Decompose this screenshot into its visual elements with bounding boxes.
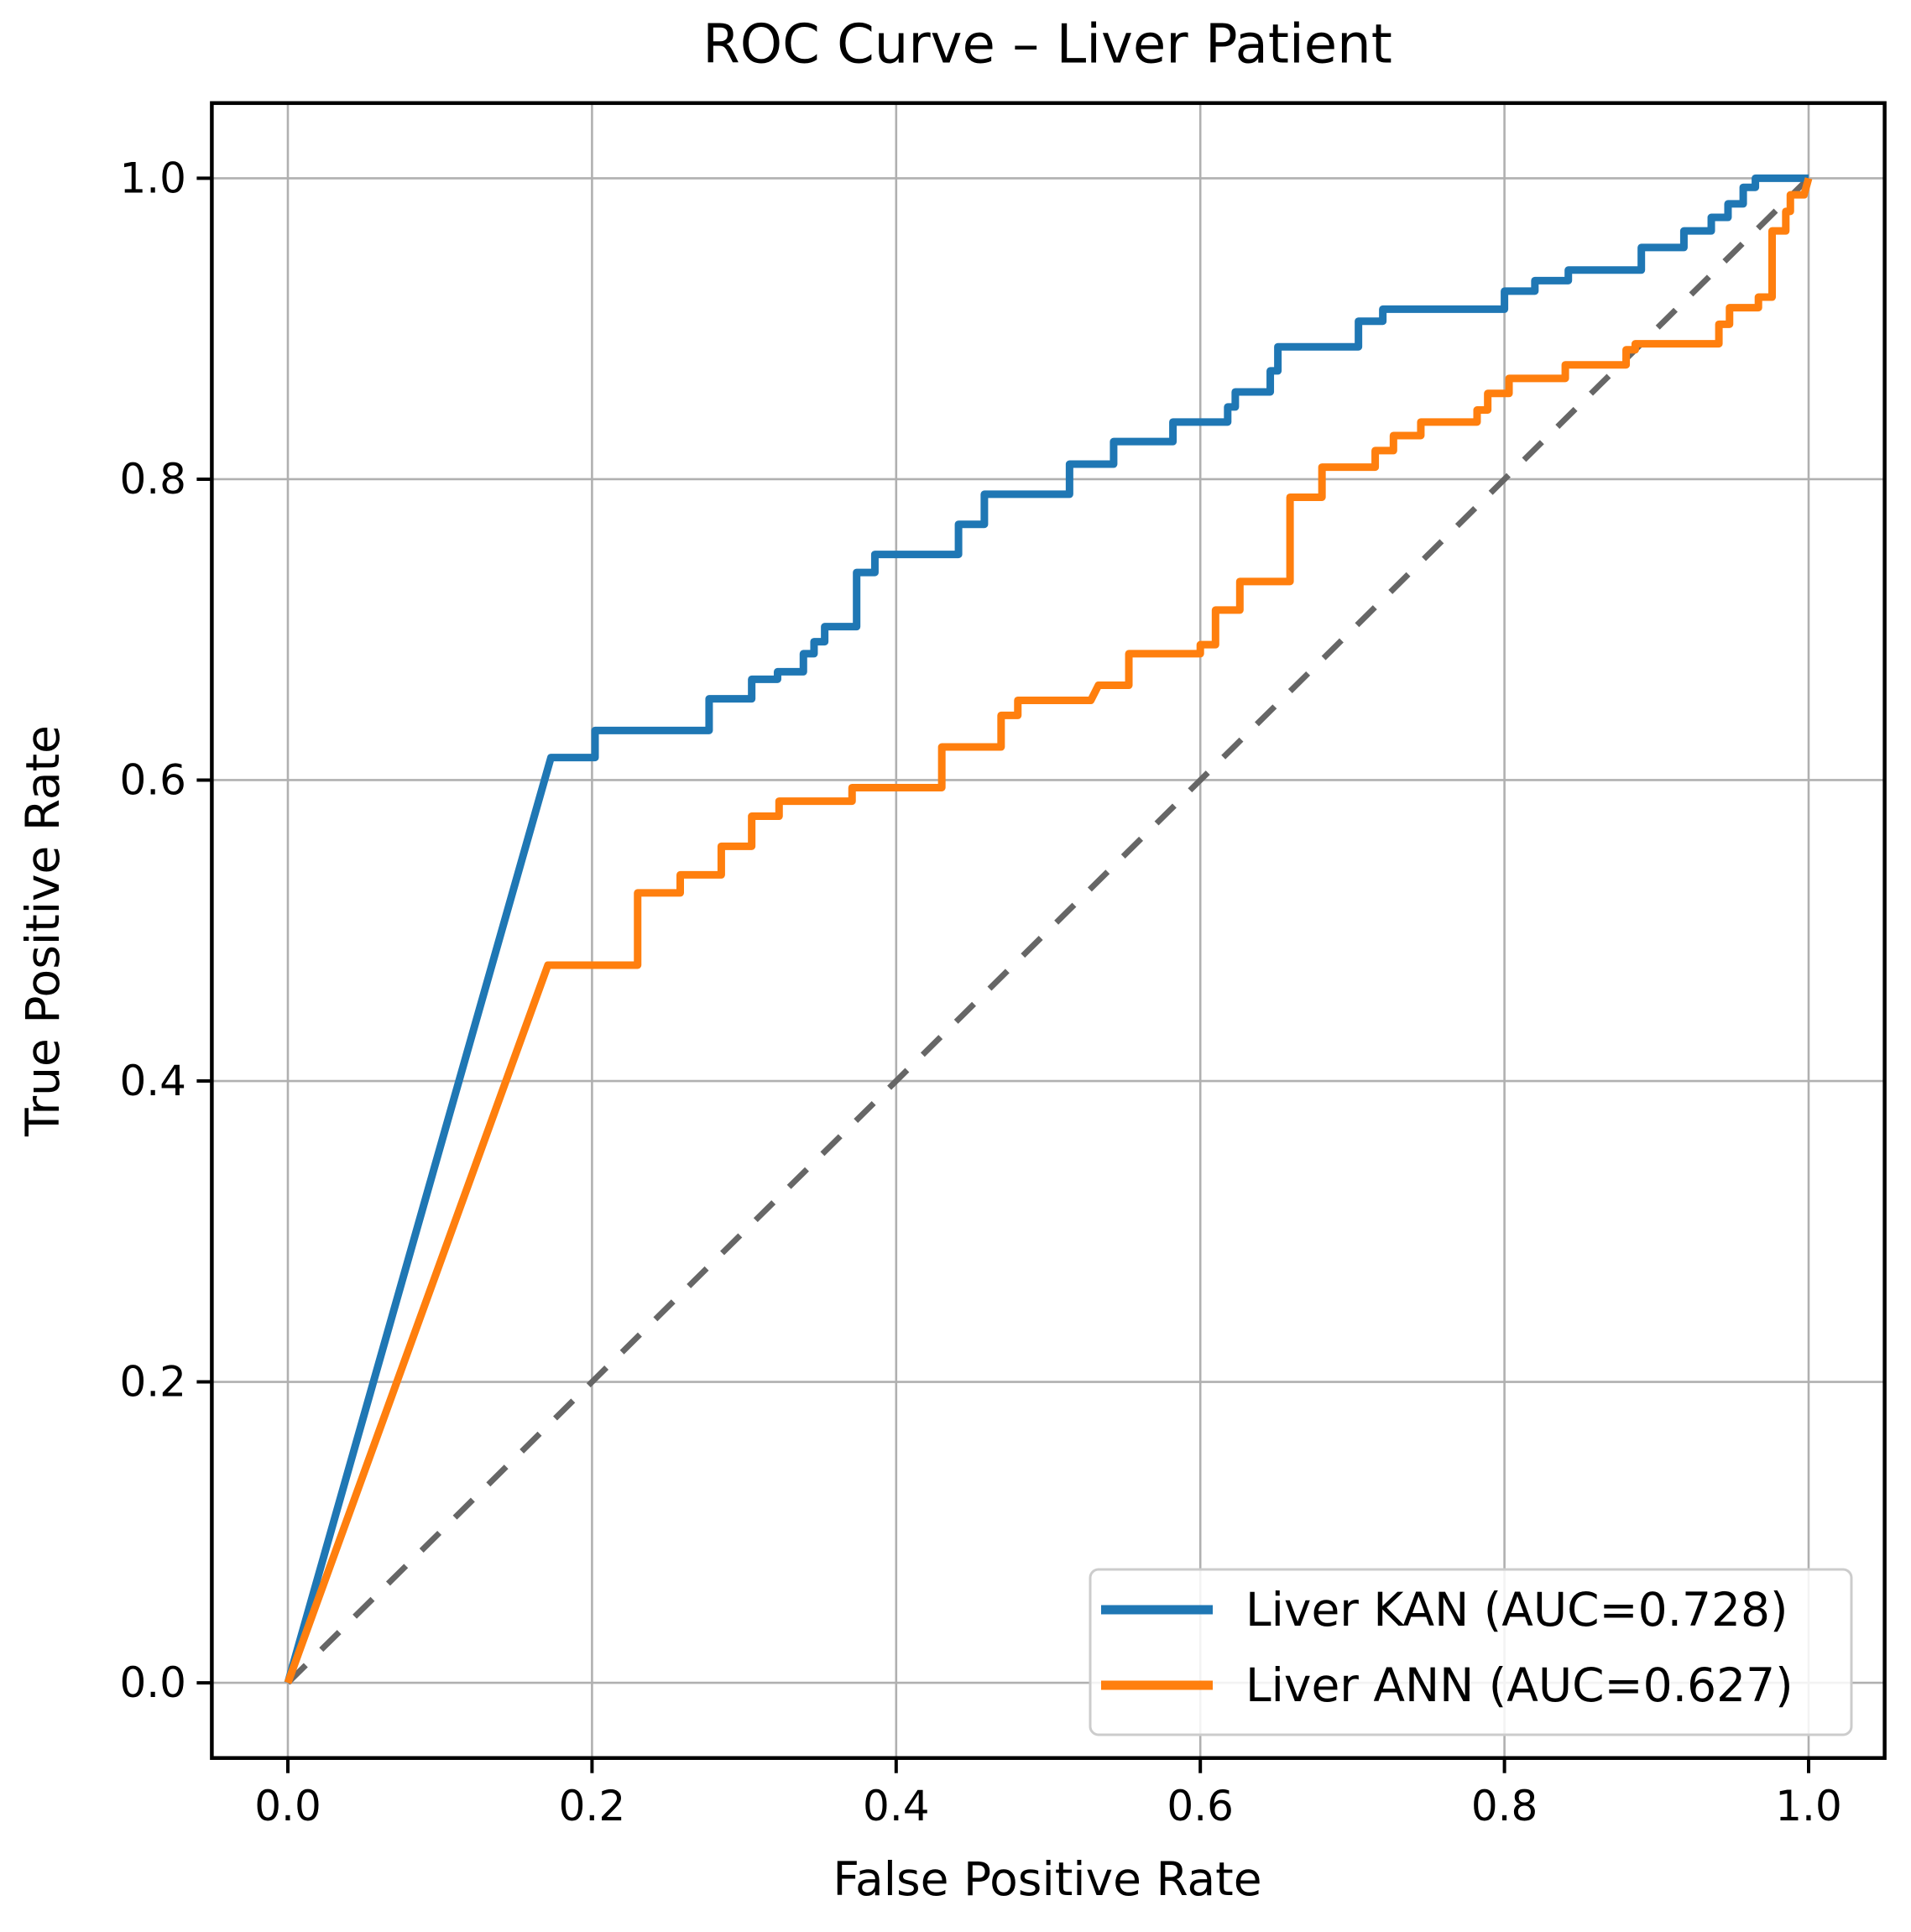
y-tick-label: 0.2 — [119, 1358, 186, 1407]
curve-layer — [284, 174, 1813, 1685]
legend-label-kan: Liver KAN (AUC=0.728) — [1245, 1583, 1788, 1637]
x-axis-label: False Positive Rate — [833, 1852, 1261, 1906]
x-tick-label: 0.0 — [254, 1782, 321, 1830]
x-tick-label: 0.8 — [1471, 1782, 1538, 1830]
y-axis-label: True Positive Rate — [16, 725, 70, 1137]
chart-title: ROC Curve – Liver Patient — [702, 14, 1392, 76]
x-tick-label: 0.6 — [1167, 1782, 1234, 1830]
x-tick-label: 1.0 — [1775, 1782, 1842, 1830]
roc-curve-ann — [284, 177, 1813, 1684]
legend: Liver KAN (AUC=0.728) Liver ANN (AUC=0.62… — [1089, 1568, 1853, 1736]
legend-frame — [1089, 1568, 1853, 1736]
y-tick-label: 1.0 — [119, 154, 186, 202]
chance-diagonal-line — [285, 175, 1811, 1685]
y-tick-label: 0.8 — [119, 455, 186, 504]
x-tick-label: 0.4 — [863, 1782, 930, 1830]
y-tick-label: 0.6 — [119, 755, 186, 804]
axis-layer: 0.0 0.2 0.4 0.6 0.8 1.0 0.0 0.2 0.4 0.6 0.8 1.0 — [119, 101, 1887, 1830]
legend-label-ann: Liver ANN (AUC=0.627) — [1245, 1658, 1794, 1712]
y-tick-label: 0.4 — [119, 1057, 186, 1105]
x-tick-label: 0.2 — [559, 1782, 626, 1830]
grid-layer — [211, 102, 1885, 1758]
y-tick-label: 0.0 — [119, 1658, 186, 1707]
roc-curve-kan — [284, 174, 1809, 1684]
plot-border — [210, 101, 1887, 1760]
